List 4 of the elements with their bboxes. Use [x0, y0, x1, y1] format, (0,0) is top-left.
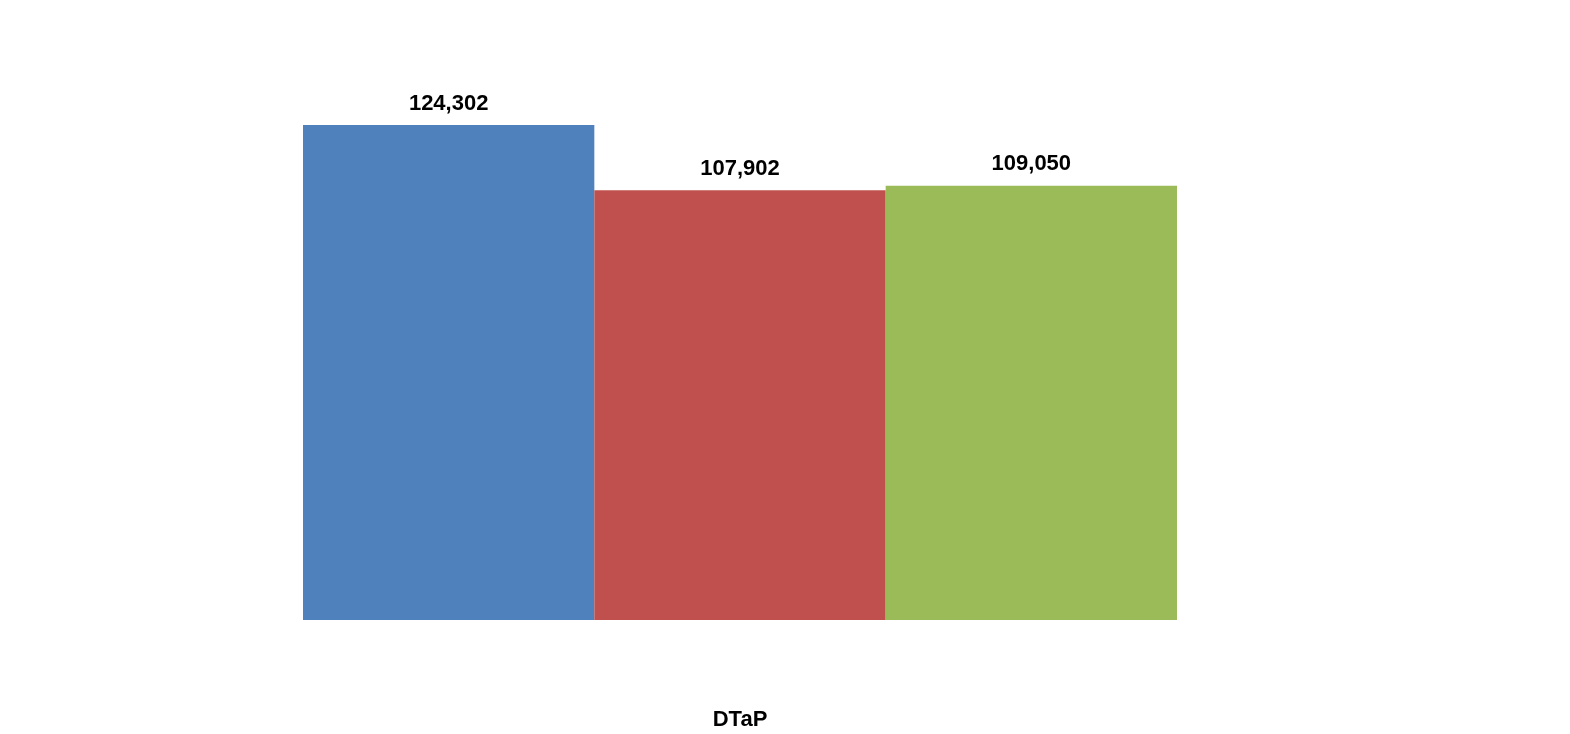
- data-label: 107,902: [700, 154, 780, 180]
- data-label: 109,050: [991, 150, 1072, 176]
- x-axis-title: DTaP: [712, 705, 768, 731]
- data-label: 124,302: [408, 89, 489, 115]
